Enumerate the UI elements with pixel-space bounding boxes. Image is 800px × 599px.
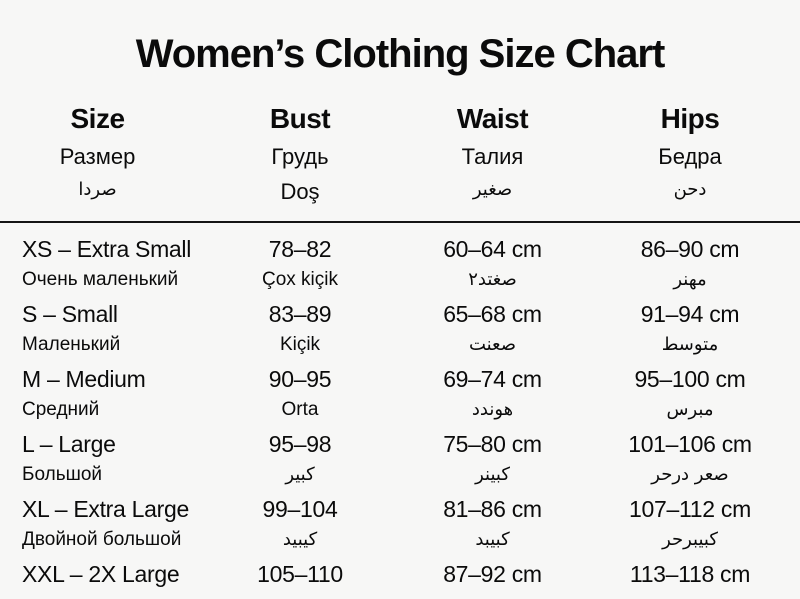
hips-translation: صعر درحر [651, 464, 729, 485]
header-hips-ru: Бедра [658, 144, 722, 169]
header-bust-az: Doş [280, 179, 320, 204]
bust-value: 105–110 [257, 561, 343, 587]
size-translation: Большой [22, 464, 103, 485]
hips-value: 101–106 cm [628, 431, 752, 457]
bust-cell: 95–98 كبير [195, 431, 405, 486]
header-hips-en: Hips [660, 103, 720, 134]
waist-translation: كبينر [475, 464, 510, 485]
table-row: L – Large Большой 95–98 كبير 75–80 cm كب… [0, 418, 800, 486]
waist-translation: كبيبد [475, 529, 510, 550]
header-divider-line [0, 221, 800, 223]
hips-value: 91–94 cm [640, 301, 740, 327]
table-body: XS – Extra Small Очень маленький 78–82 Ç… [0, 223, 800, 598]
hips-cell: 91–94 cm متوسط [580, 301, 800, 356]
waist-translation: صعنت [468, 334, 517, 355]
header-waist-en: Waist [456, 103, 529, 134]
size-translation: Средний [22, 399, 100, 420]
waist-cell: 87–92 cm [405, 561, 580, 598]
hips-cell: 113–118 cm [580, 561, 800, 598]
column-header-hips: Hips Бедра دحن [580, 103, 800, 205]
hips-value: 95–100 cm [634, 366, 746, 392]
table-row: XS – Extra Small Очень маленький 78–82 Ç… [0, 223, 800, 291]
size-label: XL – Extra Large [22, 496, 189, 522]
waist-translation: صغتد٢ [468, 269, 517, 290]
header-size-ar: صردا [78, 179, 117, 200]
size-cell: M – Medium Средний [0, 366, 195, 421]
waist-cell: 65–68 cm صعنت [405, 301, 580, 356]
waist-value: 87–92 cm [443, 561, 542, 587]
size-translation: Двойной большой [22, 529, 182, 550]
waist-value: 65–68 cm [443, 301, 542, 327]
bust-cell: 105–110 [195, 561, 405, 598]
size-cell: L – Large Большой [0, 431, 195, 486]
hips-cell: 95–100 cm مبرس [580, 366, 800, 421]
size-label: L – Large [22, 431, 116, 457]
bust-cell: 99–104 كيبيد [195, 496, 405, 551]
bust-translation: Çox kiçik [261, 269, 338, 290]
size-label: M – Medium [22, 366, 146, 392]
bust-value: 95–98 [268, 431, 332, 457]
hips-value: 86–90 cm [640, 236, 740, 262]
size-label: XXL – 2X Large [22, 561, 180, 587]
table-row: XL – Extra Large Двойной большой 99–104 … [0, 483, 800, 551]
bust-translation: Kiçik [279, 334, 321, 355]
table-row: M – Medium Средний 90–95 Orta 69–74 cm ه… [0, 353, 800, 421]
hips-translation: مهنر [673, 269, 707, 290]
header-waist-ar: صغير [472, 179, 513, 200]
hips-translation: مبرس [666, 399, 714, 420]
size-cell: XL – Extra Large Двойной большой [0, 496, 195, 551]
table-row: S – Small Маленький 83–89 Kiçik 65–68 cm… [0, 288, 800, 356]
bust-cell: 83–89 Kiçik [195, 301, 405, 356]
size-cell: XXL – 2X Large [0, 561, 195, 598]
table-row: XXL – 2X Large 105–110 87–92 cm 113–118 … [0, 548, 800, 598]
size-translation: Очень маленький [22, 269, 179, 290]
header-size-en: Size [70, 103, 125, 134]
bust-translation: كيبيد [282, 529, 318, 550]
header-waist-ru: Талия [461, 144, 524, 169]
bust-cell: 78–82 Çox kiçik [195, 236, 405, 291]
size-translation: Маленький [22, 334, 121, 355]
bust-value: 78–82 [268, 236, 332, 262]
hips-cell: 107–112 cm كبيبرحر [580, 496, 800, 551]
waist-cell: 75–80 cm كبينر [405, 431, 580, 486]
table-header-row: Size Размер صردا Bust Грудь Doş Waist Та… [0, 103, 800, 205]
waist-cell: 60–64 cm صغتد٢ [405, 236, 580, 291]
column-header-waist: Waist Талия صغير [405, 103, 580, 205]
size-label: S – Small [22, 301, 118, 327]
hips-value: 107–112 cm [629, 496, 751, 522]
header-size-ru: Размер [59, 144, 136, 169]
size-label: XS – Extra Small [22, 236, 192, 262]
bust-value: 99–104 [262, 496, 338, 522]
header-bust-ru: Грудь [271, 144, 329, 169]
hips-cell: 86–90 cm مهنر [580, 236, 800, 291]
hips-cell: 101–106 cm صعر درحر [580, 431, 800, 486]
bust-value: 83–89 [268, 301, 332, 327]
bust-value: 90–95 [268, 366, 332, 392]
hips-translation: كبيبرحر [662, 529, 718, 550]
hips-value: 113–118 cm [629, 561, 751, 587]
waist-cell: 69–74 cm هوندد [405, 366, 580, 421]
column-header-bust: Bust Грудь Doş [195, 103, 405, 205]
hips-translation: متوسط [661, 334, 719, 355]
bust-translation: Orta [281, 399, 319, 420]
bust-translation: كبير [285, 464, 315, 485]
waist-value: 75–80 cm [443, 431, 542, 457]
header-hips-ar: دحن [673, 179, 707, 200]
column-header-size: Size Размер صردا [0, 103, 195, 205]
size-cell: S – Small Маленький [0, 301, 195, 356]
waist-translation: هوندد [471, 399, 514, 420]
header-bust-en: Bust [269, 103, 331, 134]
waist-cell: 81–86 cm كبيبد [405, 496, 580, 551]
bust-cell: 90–95 Orta [195, 366, 405, 421]
size-cell: XS – Extra Small Очень маленький [0, 236, 195, 291]
waist-value: 69–74 cm [443, 366, 542, 392]
page-title: Women’s Clothing Size Chart [135, 32, 666, 76]
waist-value: 60–64 cm [443, 236, 542, 262]
waist-value: 81–86 cm [443, 496, 542, 522]
